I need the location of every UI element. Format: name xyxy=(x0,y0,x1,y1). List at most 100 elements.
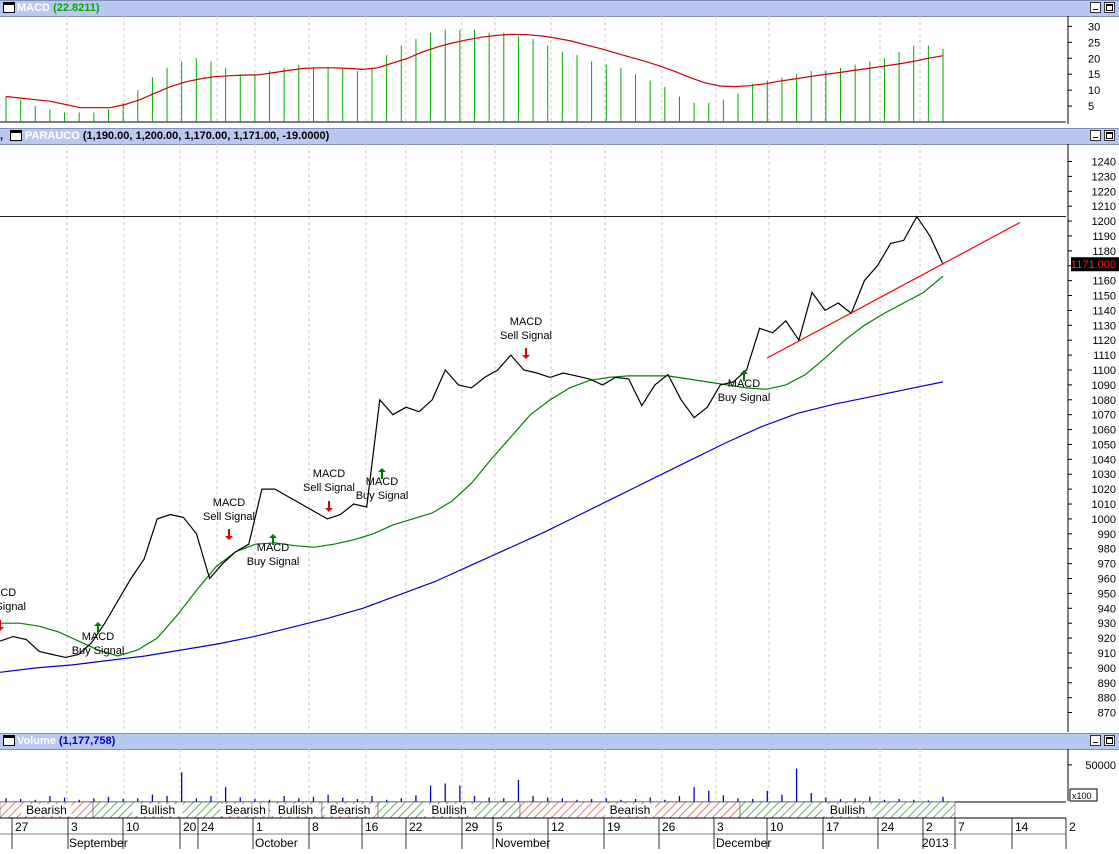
y-tick-label: 1180 xyxy=(1092,246,1116,258)
sentiment-band-label: Bearish xyxy=(26,803,67,817)
y-tick-label: 20 xyxy=(1088,53,1100,65)
buy-arrow-icon xyxy=(378,468,386,479)
annotation-line2: Sell Signal xyxy=(0,601,26,613)
month-label: October xyxy=(255,836,298,850)
volume-value: (1,177,758) xyxy=(58,735,116,747)
x-tick-label: 10 xyxy=(770,820,784,834)
y-tick-label: 1210 xyxy=(1092,201,1116,213)
signal-average-line xyxy=(0,275,944,657)
signal-annotation: MACD Sell Signal xyxy=(303,468,355,512)
annotation-line1: MACD xyxy=(313,468,345,480)
y-tick-label: 1010 xyxy=(1092,499,1116,511)
signal-annotation: MACD Sell Signal xyxy=(500,316,552,359)
y-tick-label: 980 xyxy=(1098,544,1116,556)
sentiment-band-bearish: Bearish xyxy=(0,801,94,819)
signal-annotation: MACD Sell Signal xyxy=(0,587,26,631)
y-tick-label: 1230 xyxy=(1092,171,1116,183)
minimize-button[interactable] xyxy=(1090,130,1101,141)
annotation-line2: Buy Signal xyxy=(247,556,300,568)
last-price-marker xyxy=(1071,257,1119,272)
x-tick-label: 1 xyxy=(256,820,263,834)
x-tick-label: 19 xyxy=(607,820,621,834)
pane-doc-icon xyxy=(3,2,15,13)
annotation-line2: Sell Signal xyxy=(303,482,355,494)
price-chart[interactable]: MACD Sell Signal MACD Buy Signal MACD Sell Si… xyxy=(0,144,1119,732)
y-tick-label: 870 xyxy=(1098,708,1116,720)
maximize-button[interactable] xyxy=(1104,130,1115,141)
sentiment-band-bearish: Bearish xyxy=(519,801,741,819)
y-tick-label: 25 xyxy=(1088,37,1100,49)
y-tick-label: 1040 xyxy=(1092,454,1116,466)
pane-doc-icon xyxy=(3,735,15,746)
x-tick-label: 12 xyxy=(551,820,565,834)
y-tick-label: 920 xyxy=(1098,633,1116,645)
x-tick-label: 20 xyxy=(183,820,197,834)
y-tick-label: 1130 xyxy=(1092,320,1116,332)
y-tick-label: 990 xyxy=(1098,529,1116,541)
sell-arrow-icon xyxy=(0,620,4,631)
signal-annotation: MACD Buy Signal xyxy=(356,468,408,502)
macd-title: MACD xyxy=(17,2,50,14)
price-values: (1,190.00, 1,200.00, 1,170.00, 1,171.00,… xyxy=(82,130,330,142)
signal-annotation: MACD Buy Signal xyxy=(718,370,770,404)
sentiment-band-bearish: Bearish xyxy=(321,801,379,819)
y-tick-label: 940 xyxy=(1098,603,1116,615)
y-tick-label: 910 xyxy=(1098,648,1116,660)
sentiment-band-label: Bullish xyxy=(278,803,313,817)
sell-arrow-icon xyxy=(325,501,333,512)
x-tick-label: 7 xyxy=(958,820,965,834)
y-tick-label: 1200 xyxy=(1092,216,1116,228)
y-tick-label: 950 xyxy=(1098,588,1116,600)
x-tick-label: 3 xyxy=(71,820,78,834)
y-tick-label: 970 xyxy=(1098,559,1116,571)
volume-pane-titlebar[interactable]: Volume (1,177,758) xyxy=(0,733,1119,750)
macd-chart[interactable]: 30 25 20 15 10 5 xyxy=(0,16,1119,124)
x-tick-label: 26 xyxy=(662,820,676,834)
sentiment-band-label: Bearish xyxy=(225,803,266,817)
y-tick-label: 1080 xyxy=(1092,395,1116,407)
price-pane-titlebar[interactable]: , PARAUCO (1,190.00, 1,200.00, 1,170.00,… xyxy=(0,128,1119,145)
y-tick-label: 30 xyxy=(1088,21,1100,33)
x-tick-label: 22 xyxy=(409,820,423,834)
minimize-button[interactable] xyxy=(1090,735,1101,746)
annotation-line1: MACD xyxy=(257,542,289,554)
signal-annotation: MACD Buy Signal xyxy=(247,534,300,568)
signal-annotation: MACD Sell Signal xyxy=(203,497,255,540)
macd-value: (22.8211) xyxy=(53,2,100,14)
y-tick-label: 1090 xyxy=(1092,380,1116,392)
y-tick-label: 880 xyxy=(1098,693,1116,705)
y-tick-label: 1050 xyxy=(1092,439,1116,451)
annotation-line2: Buy Signal xyxy=(72,645,125,657)
volume-chart[interactable]: 50000 x100 Bearish Bullish Bearish Bullish Bea… xyxy=(0,749,1119,854)
x-tick-label: 5 xyxy=(496,820,503,834)
sentiment-band-bullish: Bullish xyxy=(268,801,323,819)
x-tick-label: 24 xyxy=(201,820,215,834)
month-label: December xyxy=(716,836,771,850)
buy-arrow-icon xyxy=(94,622,102,633)
buy-arrow-icon xyxy=(740,370,748,381)
long-average-line xyxy=(0,381,944,673)
x-tick-label: 14 xyxy=(1015,820,1029,834)
month-label: September xyxy=(69,836,128,850)
y-tick-label: 1220 xyxy=(1092,186,1116,198)
volume-title: Volume xyxy=(17,735,56,747)
annotation-line2: Sell Signal xyxy=(500,330,552,342)
macd-pane-titlebar[interactable]: MACD (22.8211) xyxy=(0,0,1119,17)
y-tick-label: 1060 xyxy=(1092,425,1116,437)
maximize-button[interactable] xyxy=(1104,2,1115,13)
sentiment-band-bullish: Bullish xyxy=(92,801,223,819)
month-label: 2013 xyxy=(922,836,949,850)
volume-multiplier: x100 xyxy=(1072,791,1092,801)
x-tick-label: 17 xyxy=(826,820,840,834)
maximize-button[interactable] xyxy=(1104,735,1115,746)
price-line xyxy=(0,215,944,659)
minimize-button[interactable] xyxy=(1090,2,1101,13)
x-tick-label: 27 xyxy=(15,820,29,834)
y-tick-label: 1020 xyxy=(1092,484,1116,496)
annotation-line2: Sell Signal xyxy=(203,511,255,523)
x-tick-label: 16 xyxy=(365,820,379,834)
sentiment-band-label: Bearish xyxy=(610,803,651,817)
annotation-line1: MACD xyxy=(0,587,16,599)
y-tick-label: 50000 xyxy=(1085,760,1116,772)
sentiment-band-label: Bullish xyxy=(431,803,466,817)
